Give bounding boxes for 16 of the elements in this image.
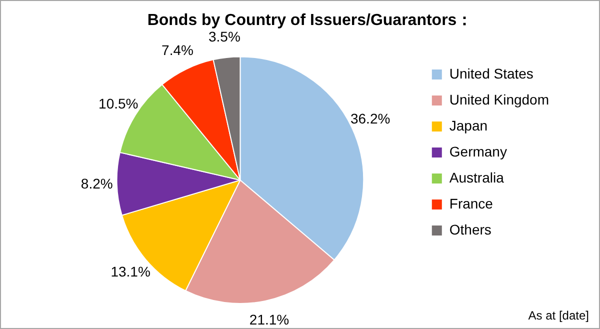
data-label: 21.1% xyxy=(249,311,290,328)
data-label: 3.5% xyxy=(208,28,240,44)
data-label: 13.1% xyxy=(110,263,150,280)
data-label: 7.4% xyxy=(162,42,194,58)
legend-label: Japan xyxy=(449,117,488,134)
data-label: 36.2% xyxy=(350,110,390,127)
legend-label: France xyxy=(449,195,494,212)
legend-label: United States xyxy=(449,65,534,82)
legend-label: Others xyxy=(449,221,492,238)
data-label: 10.5% xyxy=(98,95,138,112)
text: As at [date] xyxy=(528,308,589,322)
legend-label: Australia xyxy=(449,169,504,186)
legend-label: Germany xyxy=(449,143,507,160)
chart-title: Bonds by Country of Issuers/Guarantors： xyxy=(147,12,473,30)
legend-label: United Kingdom xyxy=(449,91,550,108)
data-label: 8.2% xyxy=(80,175,113,192)
